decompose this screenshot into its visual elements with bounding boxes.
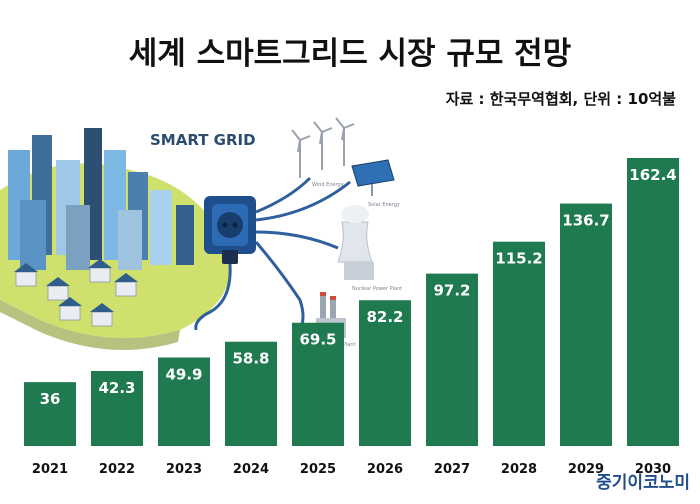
power-cables	[194, 176, 351, 331]
bar-2029	[560, 203, 612, 446]
bar-value-label: 136.7	[562, 212, 609, 230]
x-tick-label: 2025	[300, 462, 336, 477]
chart-title: 세계 스마트그리드 시장 규모 전망	[129, 36, 571, 72]
solar-energy-label: Solar Energy	[368, 202, 400, 208]
bar-2028	[493, 241, 545, 446]
power-socket-icon	[204, 196, 256, 264]
x-tick-label: 2024	[233, 462, 269, 477]
solar-panel-icon	[351, 159, 395, 196]
bar-2026	[359, 300, 411, 446]
x-tick-label: 2022	[99, 462, 135, 477]
bar-value-label: 36	[40, 390, 61, 408]
bar-2024	[225, 341, 277, 446]
x-tick-label: 2030	[635, 462, 671, 477]
x-tick-label: 2026	[367, 462, 403, 477]
smart-grid-illustration: SMART GRID Wind Energy Solar Energy Nucl…	[0, 117, 402, 350]
bar-value-label: 82.2	[366, 308, 403, 326]
bar-value-label: 42.3	[98, 379, 135, 397]
bar-2025	[292, 322, 344, 446]
wind-turbines-icon	[291, 117, 355, 178]
wind-energy-label: Wind Energy	[312, 182, 344, 188]
bar-value-label: 58.8	[232, 350, 269, 368]
bars-layer: 36 2021 42.3 2022 49.9 2023 58.8 2024 69.5 2025 82…	[24, 158, 679, 477]
nuclear-plant-icon	[337, 205, 374, 280]
bar-value-label: 162.4	[629, 166, 676, 184]
x-tick-label: 2029	[568, 462, 604, 477]
x-tick-label: 2021	[32, 462, 68, 477]
x-tick-label: 2027	[434, 462, 470, 477]
bar-2030	[627, 158, 679, 446]
bar-value-label: 49.9	[165, 366, 202, 384]
city-buildings-icon	[8, 128, 194, 270]
nuclear-plant-label: Nuclear Power Plant	[352, 286, 402, 292]
x-tick-label: 2028	[501, 462, 537, 477]
bar-2023	[158, 357, 210, 446]
bar-2022	[91, 370, 143, 446]
x-tick-label: 2023	[166, 462, 202, 477]
bar-2027	[426, 273, 478, 446]
bar-2021	[24, 382, 76, 446]
bar-value-label: 97.2	[433, 282, 470, 300]
illustration-heading: SMART GRID	[150, 131, 256, 149]
watermark: 중기이코노미	[596, 473, 690, 493]
bar-value-label: 115.2	[495, 250, 542, 268]
source-note: 자료 : 한국무역협회, 단위 : 10억불	[446, 90, 676, 108]
bar-value-label: 69.5	[299, 331, 336, 349]
